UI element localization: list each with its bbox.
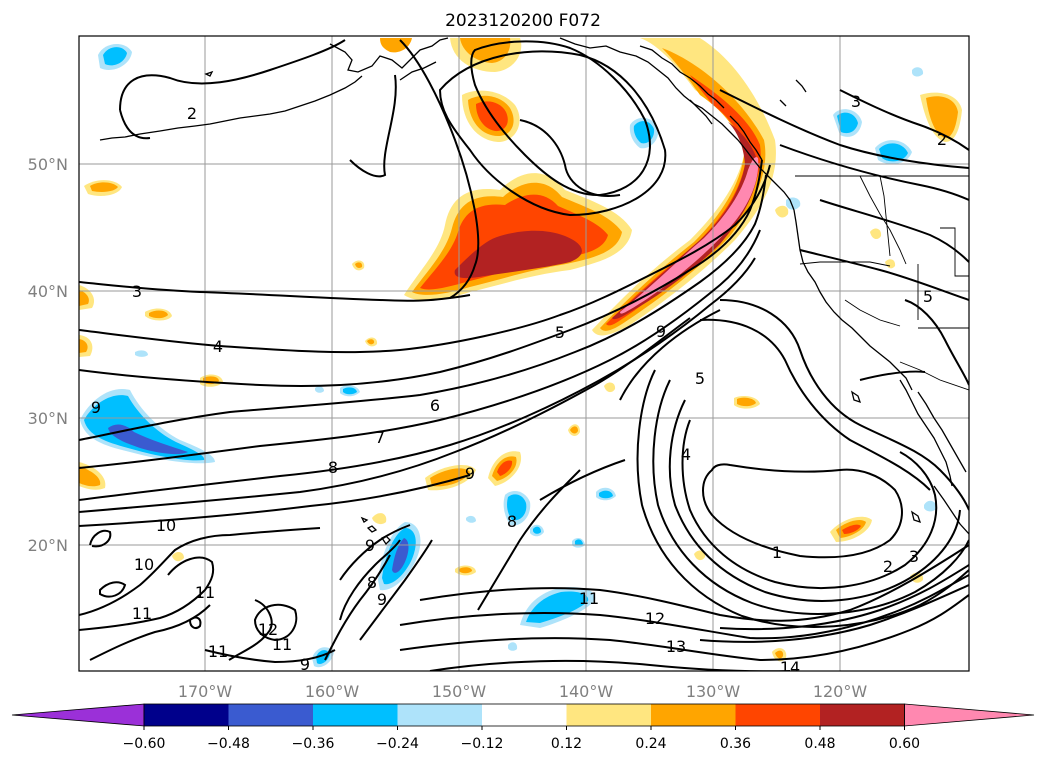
lon-label: 130°W [686, 682, 741, 701]
longitude-labels: 170°W 160°W 150°W 140°W 130°W 120°W [178, 682, 868, 701]
lon-label: 170°W [178, 682, 233, 701]
colorbar-ticks [143, 726, 905, 730]
lat-label: 30°N [28, 409, 68, 428]
contour-label: 1 [772, 543, 782, 562]
contour-label: 2 [187, 104, 197, 123]
contour-label: 5 [555, 323, 565, 342]
colorbar-swatch [820, 704, 905, 726]
contour-label: 4 [681, 445, 691, 464]
colorbar-swatch [482, 704, 567, 726]
colorbar-under-triangle [11, 703, 145, 727]
contour-label: 9 [365, 536, 375, 555]
contour-label: 12 [258, 620, 278, 639]
colorbar-swatch [228, 704, 313, 726]
colorbar-tick-label: −0.36 [292, 736, 335, 752]
lat-label: 40°N [28, 282, 68, 301]
contour-label: 12 [645, 609, 665, 628]
contour-label: 10 [134, 555, 154, 574]
colorbar-swatch [566, 704, 651, 726]
contour-label: 2 [883, 557, 893, 576]
contour-label: 4 [213, 337, 223, 356]
contour-label: 11 [579, 589, 599, 608]
contour-label: 6 [430, 396, 440, 415]
colorbar-swatch [735, 704, 820, 726]
contour-lines [79, 39, 969, 671]
contour-label: 11 [132, 604, 152, 623]
contour-label: 11 [272, 635, 292, 654]
contour-label: 8 [328, 458, 338, 477]
colorbar-tick-label: −0.12 [461, 736, 504, 752]
contour-label: 5 [695, 369, 705, 388]
contour-label: 11 [195, 583, 215, 602]
colorbar-swatch [144, 704, 229, 726]
map-area: 2 3 4 5 6 7 8 9 9 10 10 11 11 11 12 12 1… [79, 36, 969, 677]
colorbar-tick-label: 0.24 [635, 736, 666, 752]
colorbar-tick-label: 0.36 [720, 736, 751, 752]
lat-label: 20°N [28, 536, 68, 555]
contour-label: 10 [156, 516, 176, 535]
colorbar-tick-label: 0.12 [551, 736, 582, 752]
latitude-labels: 50°N 40°N 30°N 20°N [28, 155, 68, 555]
contour-label: 3 [909, 547, 919, 566]
colorbar-tick-label: −0.24 [376, 736, 419, 752]
contour-label: 5 [923, 287, 933, 306]
lat-label: 50°N [28, 155, 68, 174]
contour-label: 9 [91, 398, 101, 417]
colorbar-swatch [397, 704, 482, 726]
lon-label: 150°W [432, 682, 487, 701]
map-frame [78, 35, 970, 672]
colorbar-tick-label: −0.48 [207, 736, 250, 752]
contour-label: 13 [666, 637, 686, 656]
contour-label: 2 [937, 130, 947, 149]
colorbar-tick-label: 0.48 [804, 736, 835, 752]
contour-labels: 2 3 4 5 6 7 8 9 9 10 10 11 11 11 12 12 1… [91, 92, 947, 677]
contour-label: 3 [851, 92, 861, 111]
contour-label: 11 [208, 642, 228, 661]
contour-label: 9 [465, 464, 475, 483]
colorbar-tick-label: −0.60 [123, 736, 166, 752]
colorbar-swatch [313, 704, 398, 726]
lon-label: 160°W [305, 682, 360, 701]
contour-label: 7 [375, 428, 385, 447]
contour-label: 9 [377, 590, 387, 609]
chart-title: 2023120200 F072 [445, 11, 601, 31]
lon-label: 140°W [559, 682, 614, 701]
contour-label: 9 [300, 655, 310, 674]
lon-label: 120°W [813, 682, 868, 701]
contour-label: 14 [780, 658, 800, 677]
contour-label: 8 [367, 573, 377, 592]
contour-label: 9 [656, 322, 666, 341]
contour-label: 3 [132, 282, 142, 301]
contour-label: 8 [507, 512, 517, 531]
colorbar-over-triangle [904, 703, 1035, 727]
colorbar-swatch [651, 704, 736, 726]
colorbar: −0.60 −0.48 −0.36 −0.24 −0.12 0.12 0.24 … [11, 703, 1035, 752]
colorbar-tick-label: 0.60 [889, 736, 920, 752]
